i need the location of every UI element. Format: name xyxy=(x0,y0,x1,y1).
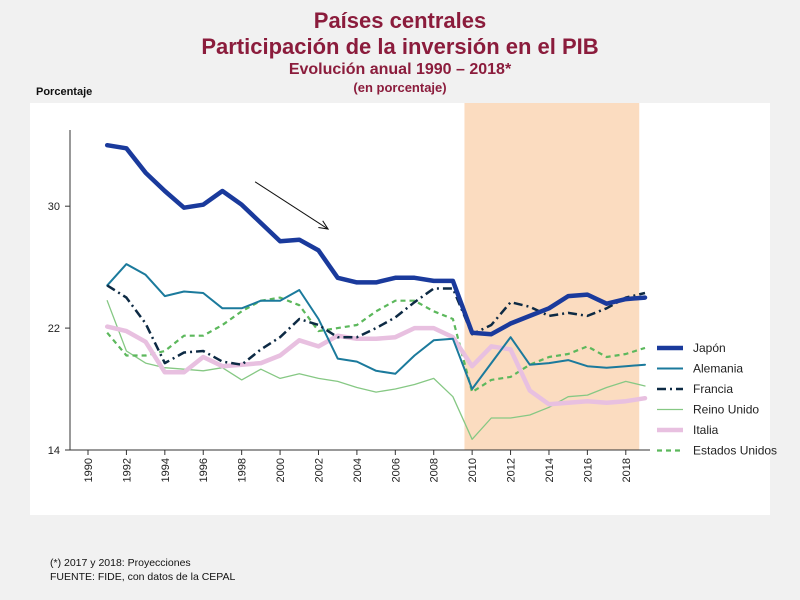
legend-label-1: Alemania xyxy=(693,362,743,376)
x-tick-label-2008: 2008 xyxy=(429,458,441,482)
x-tick-label-1994: 1994 xyxy=(160,458,172,482)
projection-shaded-region xyxy=(464,103,640,450)
trend-arrow-line xyxy=(254,181,329,230)
x-tick-label-1992: 1992 xyxy=(121,458,133,482)
chart-titles: Países centrales Participación de la inv… xyxy=(0,8,800,96)
x-tick-label-2016: 2016 xyxy=(582,458,594,482)
x-tick-label-2000: 2000 xyxy=(275,458,287,482)
legend-label-2: Francia xyxy=(693,382,733,396)
y-tick-label-22: 22 xyxy=(48,323,60,335)
series-line-1 xyxy=(106,263,646,390)
legend-label-3: Reino Unido xyxy=(693,403,759,417)
chart-subtitle-unit: (en porcentaje) xyxy=(353,80,447,95)
series-line-4 xyxy=(104,324,648,407)
series-line-0 xyxy=(104,142,648,337)
legend-label-4: Italia xyxy=(693,423,719,437)
chart-subtitle-period: Evolución anual 1990 – 2018* xyxy=(288,61,512,78)
chart-subtitle: Participación de la inversión en el PIB xyxy=(201,34,599,59)
x-tick-label-1998: 1998 xyxy=(237,458,249,482)
series-line-2 xyxy=(106,284,646,366)
y-tick-label-14: 14 xyxy=(48,445,60,457)
x-tick-label-2012: 2012 xyxy=(506,458,518,482)
x-tick-label-2002: 2002 xyxy=(313,458,325,482)
chart-footer: (*) 2017 y 2018: Proyecciones FUENTE: FI… xyxy=(50,556,235,584)
legend-label-5: Estados Unidos xyxy=(693,444,777,458)
x-tick-label-2006: 2006 xyxy=(390,458,402,482)
x-tick-label-1990: 1990 xyxy=(83,458,95,482)
footer-note: (*) 2017 y 2018: Proyecciones xyxy=(50,557,191,569)
x-tick-label-2014: 2014 xyxy=(544,458,556,482)
x-tick-label-1996: 1996 xyxy=(198,458,210,482)
x-tick-label-2018: 2018 xyxy=(621,458,633,482)
x-tick-label-2004: 2004 xyxy=(352,458,364,482)
chart-title: Países centrales xyxy=(313,8,487,33)
legend-label-0: Japón xyxy=(693,341,726,355)
footer-source: FUENTE: FIDE, con datos de la CEPAL xyxy=(50,571,236,583)
x-tick-label-2010: 2010 xyxy=(467,458,479,482)
plot-background xyxy=(30,103,770,515)
trend-arrow-head xyxy=(318,220,330,230)
y-tick-label-30: 30 xyxy=(48,201,60,213)
y-axis-label: Porcentaje xyxy=(36,86,93,98)
